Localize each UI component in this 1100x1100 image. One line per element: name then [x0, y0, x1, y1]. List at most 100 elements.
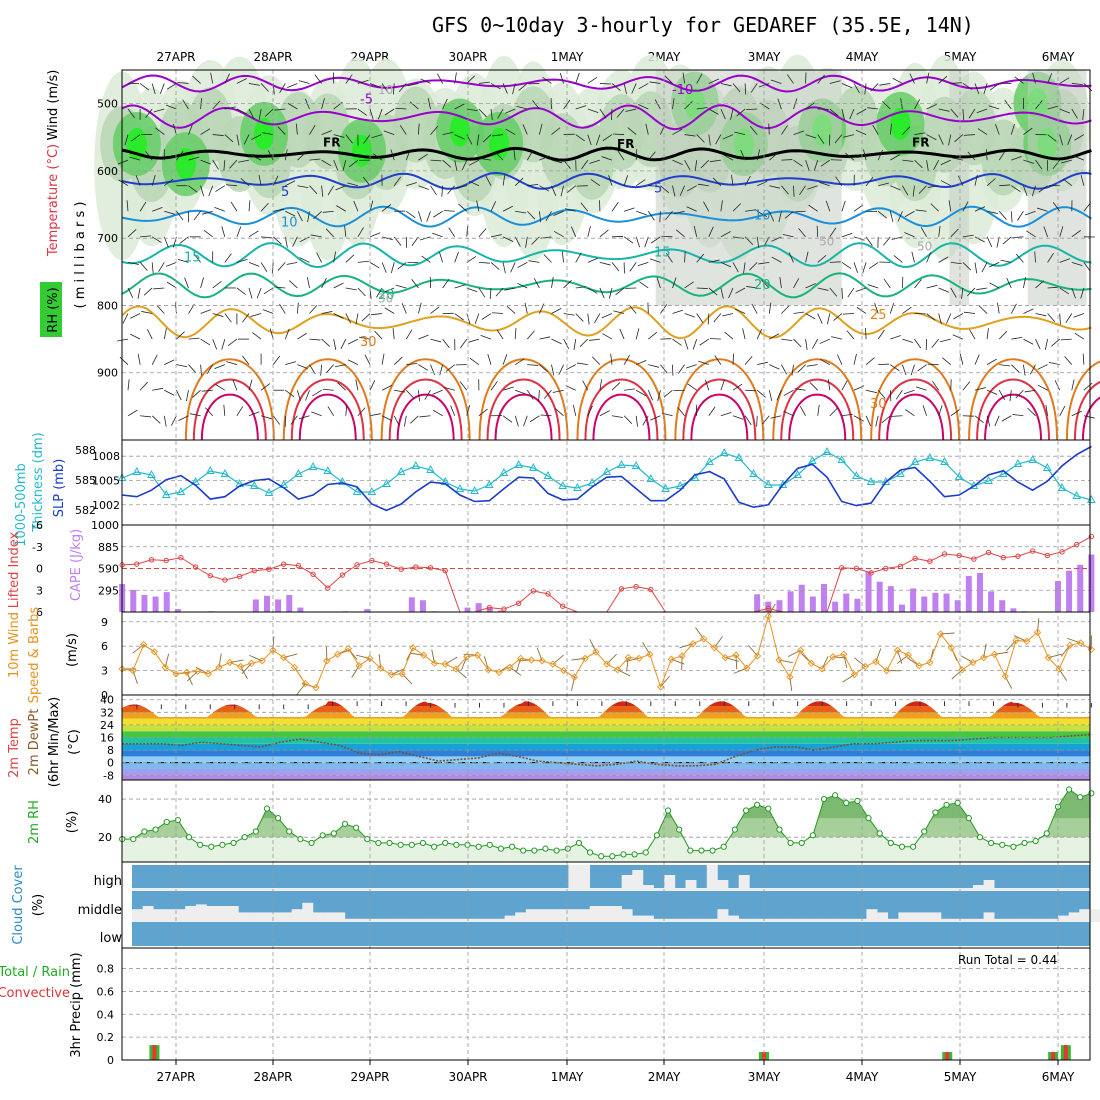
middle-cloud-bar	[217, 906, 229, 922]
middle-cloud-bar	[823, 918, 835, 922]
wind-barb	[466, 108, 478, 112]
wind-barb	[712, 177, 722, 186]
wind-barb	[539, 155, 550, 161]
wind-barb	[1062, 178, 1073, 187]
cape-bar	[798, 584, 805, 612]
rh-ylabel-unit: (%)	[65, 811, 80, 834]
wind-barb	[297, 211, 303, 222]
middle-cloud-bar	[142, 906, 154, 922]
wind-barb	[551, 364, 555, 376]
wind-barb	[485, 175, 492, 186]
wind-barb	[672, 128, 683, 135]
wind-barb	[781, 159, 793, 161]
wind-barb	[363, 134, 371, 144]
rh-point	[163, 818, 170, 826]
wind-barb	[432, 389, 443, 395]
li-ytick: -3	[32, 541, 43, 554]
wind-barb	[279, 303, 286, 314]
wind-barb	[200, 128, 211, 135]
middle-cloud-bar	[706, 918, 718, 922]
diurnal-isotherm	[984, 393, 1043, 441]
upper-ylabel-rh: RH (%)	[46, 287, 61, 332]
rh-point	[174, 816, 181, 824]
li-point	[765, 605, 771, 612]
wind-barb	[720, 262, 732, 268]
wind-barb	[660, 157, 672, 161]
wind-barb	[321, 98, 325, 110]
wind-barb	[986, 236, 993, 247]
wind-barb	[914, 159, 923, 169]
wind-barb	[522, 124, 528, 135]
wind-barb	[779, 277, 782, 289]
wind-barb	[926, 134, 937, 141]
wind-barb	[635, 149, 638, 161]
wind-barb	[629, 262, 637, 272]
upper-ytick: 800	[97, 299, 118, 312]
wind-barb	[657, 390, 661, 401]
wind-barb	[724, 331, 734, 340]
wind-barb	[285, 210, 296, 217]
date-label-top: 3MAY	[748, 50, 781, 64]
wind-barb	[829, 108, 839, 117]
wind-barb	[357, 108, 368, 116]
wind-barb	[466, 75, 475, 84]
wind-barb	[430, 126, 439, 135]
wind-barb	[250, 313, 262, 317]
wind-barb	[347, 359, 359, 366]
rh-point	[497, 845, 505, 852]
wind-barb	[454, 160, 458, 171]
rh-point	[475, 843, 482, 850]
wind-barb	[258, 108, 262, 120]
wind-barb	[575, 252, 582, 263]
wind-barb	[527, 183, 539, 187]
wind-barb	[720, 287, 724, 299]
wind-barb	[147, 329, 153, 340]
rh-shading	[94, 54, 1090, 306]
wind-barb	[746, 286, 758, 289]
wind-barb	[397, 262, 407, 270]
rh-point	[464, 841, 471, 848]
wind-barb	[829, 407, 838, 417]
wind-barb	[419, 415, 431, 418]
wind-barb	[322, 388, 334, 391]
wind-barb	[1061, 159, 1072, 164]
wind-barb	[1000, 259, 1012, 263]
wind-barb	[326, 364, 334, 374]
cape-bar	[408, 597, 415, 612]
wind-barb	[272, 355, 281, 365]
wind-barb	[575, 72, 580, 84]
wind-barb	[345, 134, 353, 144]
isotherm-line-20	[121, 272, 1092, 299]
wind-barb	[210, 72, 214, 84]
wind-barb	[208, 185, 214, 197]
wind-barb	[376, 287, 383, 298]
precip-convective-bar	[1051, 1052, 1056, 1060]
rh-point	[341, 820, 349, 827]
wind-barb	[720, 231, 731, 238]
wind-barb	[998, 330, 1008, 340]
wind-barb	[151, 83, 156, 95]
middle-cloud-bar	[632, 915, 644, 922]
wind-barb	[744, 355, 753, 365]
wind-barb	[745, 389, 757, 392]
wind-barb	[720, 108, 726, 120]
middle-cloud-bar	[940, 918, 952, 922]
wind-barb	[442, 278, 450, 289]
wind-barb	[442, 159, 452, 168]
wind-barb	[619, 328, 625, 340]
wind-barb	[647, 211, 655, 221]
middle-cloud-bar	[536, 909, 548, 922]
wind-barb	[383, 130, 395, 135]
wind-ylabel-unit: (m/s)	[65, 633, 80, 667]
rh-line	[122, 788, 1092, 857]
wind-barb	[677, 364, 685, 374]
wind-barb	[285, 361, 296, 366]
wind-barb	[587, 257, 599, 263]
rh-point	[419, 839, 427, 847]
middle-cloud-bar	[1047, 918, 1059, 922]
wind-barb	[793, 278, 800, 289]
wind-barb	[1080, 287, 1085, 299]
rh-point	[742, 807, 750, 814]
wind-barb	[441, 185, 443, 197]
middle-cloud-bar	[1026, 918, 1038, 922]
